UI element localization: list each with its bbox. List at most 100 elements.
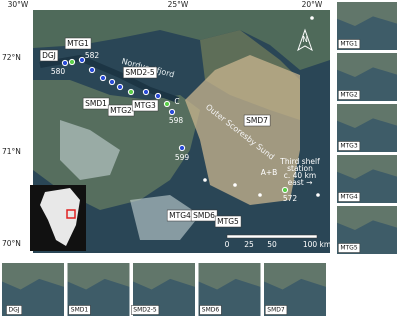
station-number: 572 xyxy=(283,194,298,203)
station-marker xyxy=(281,186,289,194)
label-box xyxy=(265,305,288,315)
label-box xyxy=(199,305,222,315)
panel-label: SMD2-5 xyxy=(133,307,157,314)
scale-label: 50 xyxy=(267,240,277,249)
station-number: 598 xyxy=(169,116,184,125)
scale-label: 0 xyxy=(225,240,230,249)
scale-bar xyxy=(226,234,318,239)
lon-label: 25°W xyxy=(168,0,189,9)
panel-land xyxy=(2,263,64,290)
station-label: DGJ xyxy=(42,51,56,60)
panel-label: MTG1 xyxy=(340,41,357,48)
station-number: 582 xyxy=(85,51,100,60)
station-markers xyxy=(61,56,186,152)
survey-area xyxy=(185,55,300,205)
north-arrow xyxy=(297,28,313,52)
station-marker xyxy=(99,74,107,82)
station-marker xyxy=(178,144,186,152)
label-box xyxy=(338,39,361,49)
lat-label: 70°N xyxy=(2,239,21,248)
label-box xyxy=(338,192,361,202)
station-marker xyxy=(116,83,124,91)
label-box xyxy=(64,37,92,50)
shelf-note: station xyxy=(287,164,313,173)
dot xyxy=(316,193,320,197)
panel-land xyxy=(337,104,397,128)
panel-label: SMD6 xyxy=(202,307,220,314)
station-label: SMD1 xyxy=(85,99,107,108)
station-marker xyxy=(127,88,135,96)
panel-land xyxy=(264,263,326,290)
label-box xyxy=(243,114,271,127)
shelf-note: Third shelf xyxy=(279,157,320,166)
label-box xyxy=(338,141,361,151)
panel-label: MTG4 xyxy=(340,194,357,201)
station-number: A+B xyxy=(261,168,278,177)
bottom-panels: DGJ SMD1 SMD2-5 SMD6 SMD7 xyxy=(2,263,326,316)
station-label: MTG3 xyxy=(134,101,156,110)
station-marker xyxy=(108,78,116,86)
panel-land xyxy=(133,263,195,290)
station-label: SMD6 xyxy=(193,211,215,220)
lon-label: 30°W xyxy=(8,0,29,9)
inset-box xyxy=(66,209,76,219)
panel-label: MTG5 xyxy=(340,245,357,252)
scale-label: 100 km xyxy=(303,240,331,249)
panel-land xyxy=(337,206,397,230)
label-box xyxy=(338,90,361,100)
dot xyxy=(310,16,314,20)
panel-label: MTG3 xyxy=(340,143,357,150)
label-box xyxy=(6,305,22,315)
station-label: MTG5 xyxy=(217,217,239,226)
station-number: 599 xyxy=(175,153,190,162)
station-marker xyxy=(142,88,150,96)
label-box xyxy=(123,66,158,79)
station-label: SMD2-5 xyxy=(125,68,154,77)
shelf-note: east → xyxy=(288,178,313,187)
land xyxy=(33,80,200,210)
shelf-dots xyxy=(203,16,320,197)
station-label: SMD7 xyxy=(246,116,268,125)
station-marker xyxy=(163,100,171,108)
panel-land xyxy=(337,53,397,77)
station-label: MTG4 xyxy=(169,211,191,220)
dot xyxy=(203,178,207,182)
station-marker xyxy=(68,58,76,66)
scale-label: 25 xyxy=(244,240,254,249)
ice xyxy=(60,120,200,240)
panel-land xyxy=(198,263,261,290)
label-box xyxy=(68,305,91,315)
panel-land xyxy=(337,155,397,179)
panel-label: DGJ xyxy=(8,307,19,314)
shelf-note: c. 40 km xyxy=(284,171,316,180)
label-box xyxy=(39,49,59,62)
north-label: N xyxy=(302,35,308,44)
green-markers xyxy=(68,58,289,194)
label-box xyxy=(190,209,218,222)
lat-label: 71°N xyxy=(2,147,21,156)
station-marker xyxy=(154,92,162,100)
land xyxy=(33,10,330,70)
station-marker xyxy=(61,59,69,67)
dot xyxy=(233,183,237,187)
label-box xyxy=(131,99,159,112)
station-label: MTG2 xyxy=(110,106,132,115)
label-box xyxy=(338,243,361,253)
panel-label: MTG2 xyxy=(340,92,357,99)
station-marker xyxy=(88,66,96,74)
lat-label: 72°N xyxy=(2,53,21,62)
panel-land xyxy=(67,263,130,290)
station-number: C xyxy=(174,97,179,106)
panel-label: SMD7 xyxy=(267,307,285,314)
lon-label: 20°W xyxy=(302,0,323,9)
label-box xyxy=(131,305,160,315)
panel-label: SMD1 xyxy=(71,307,89,314)
station-marker xyxy=(78,56,86,64)
dot xyxy=(258,193,262,197)
greenland xyxy=(40,188,80,246)
station-marker xyxy=(168,108,176,116)
label-box xyxy=(214,215,242,228)
panel-land xyxy=(337,2,397,26)
station-number: 580 xyxy=(51,67,66,76)
